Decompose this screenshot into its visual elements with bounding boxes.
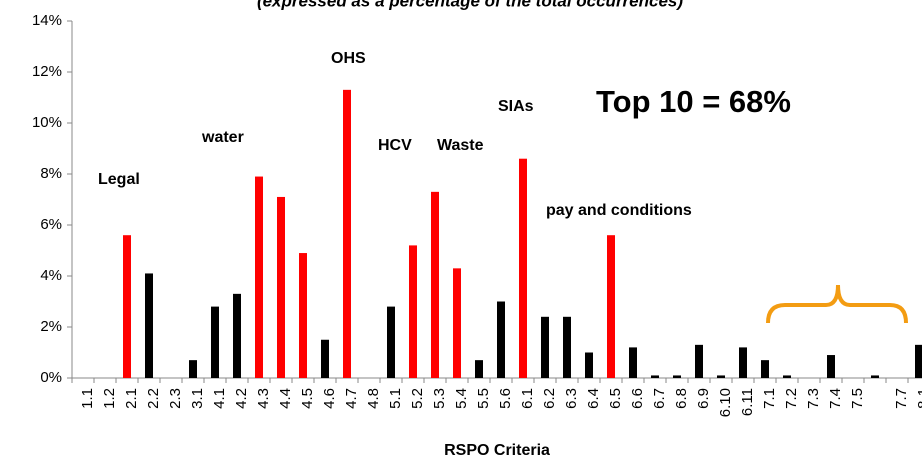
x-axis-label: RSPO Criteria <box>444 442 550 459</box>
x-tick-label: 7.4 <box>827 388 844 409</box>
bar <box>255 176 263 378</box>
bar <box>409 245 417 378</box>
bar <box>453 268 461 378</box>
bar <box>563 316 571 378</box>
x-tick-label: 4.2 <box>233 388 250 409</box>
annotation: OHS <box>331 50 366 67</box>
bar <box>189 360 197 378</box>
y-tick-label: 0% <box>40 369 62 386</box>
x-tick-label: 7.7 <box>893 388 910 409</box>
x-tick-label: 4.4 <box>277 388 294 409</box>
x-tick-label: 6.1 <box>519 388 536 409</box>
bar <box>651 375 659 378</box>
x-tick-label: 1.1 <box>79 388 96 409</box>
x-tick-label: 2.3 <box>167 388 184 409</box>
bar <box>277 196 285 378</box>
y-tick-label: 2% <box>40 318 62 335</box>
annotation: SIAs <box>498 98 534 115</box>
x-tick-label: 1.2 <box>101 388 118 409</box>
x-tick-label: 6.5 <box>607 388 624 409</box>
bar <box>211 306 219 378</box>
bar <box>145 273 153 378</box>
x-tick-label: 6.11 <box>739 388 756 416</box>
bar <box>761 360 769 378</box>
x-tick-label: 2.1 <box>123 388 140 409</box>
x-tick-label: 4.7 <box>343 388 360 409</box>
x-tick-label: 5.5 <box>475 388 492 409</box>
x-tick-label: 3.1 <box>189 388 206 409</box>
x-tick-label: 6.9 <box>695 388 712 409</box>
bar <box>783 375 791 378</box>
bar <box>519 158 527 378</box>
bar <box>695 344 703 378</box>
bar <box>915 344 922 378</box>
x-tick-label: 4.6 <box>321 388 338 409</box>
x-tick-label: 7.3 <box>805 388 822 409</box>
x-tick-label: 4.1 <box>211 388 228 409</box>
x-tick-label: 7.1 <box>761 388 778 409</box>
x-tick-label: 7.5 <box>849 388 866 409</box>
x-tick-label: 5.2 <box>409 388 426 409</box>
x-tick-label: 4.8 <box>365 388 382 409</box>
bar <box>299 253 307 378</box>
x-tick-label: 6.4 <box>585 388 602 409</box>
bar <box>739 347 747 378</box>
x-tick-label: 6.6 <box>629 388 646 409</box>
x-tick-label: 6.7 <box>651 388 668 409</box>
bar <box>827 355 835 378</box>
bar <box>673 375 681 378</box>
x-tick-label: 6.8 <box>673 388 690 409</box>
annotation: water <box>201 129 244 146</box>
y-tick-label: 14% <box>32 12 62 29</box>
x-tick-label: 6.3 <box>563 388 580 409</box>
chart-subtitle: (expressed as a percentage of the total … <box>257 0 683 10</box>
x-tick-label: 2.2 <box>145 388 162 409</box>
bar <box>123 235 131 378</box>
annotation: pay and conditions <box>546 202 692 219</box>
bar <box>629 347 637 378</box>
x-tick-label: 4.5 <box>299 388 316 409</box>
y-tick-label: 4% <box>40 267 62 284</box>
bar <box>871 375 879 378</box>
annotation: Waste <box>437 137 484 154</box>
annotation: HCV <box>378 137 412 154</box>
x-tick-label: 5.6 <box>497 388 514 409</box>
bar <box>717 375 725 378</box>
bar <box>233 293 241 378</box>
x-tick-label: 4.3 <box>255 388 272 409</box>
bar <box>387 306 395 378</box>
annotation: Legal <box>98 171 140 188</box>
bar <box>497 301 505 378</box>
bar <box>607 235 615 378</box>
bar <box>431 191 439 378</box>
bar <box>343 89 351 378</box>
x-tick-label: 8.1 <box>915 388 922 409</box>
x-tick-label: 7.2 <box>783 388 800 409</box>
y-tick-label: 8% <box>40 165 62 182</box>
bar <box>585 352 593 378</box>
x-tick-label: 5.1 <box>387 388 404 409</box>
x-tick-label: 6.10 <box>717 388 734 417</box>
bar <box>475 360 483 378</box>
x-tick-label: 5.3 <box>431 388 448 409</box>
y-tick-label: 6% <box>40 216 62 233</box>
x-tick-label: 5.4 <box>453 388 470 409</box>
y-tick-label: 10% <box>32 114 62 131</box>
annotation: Top 10 = 68% <box>596 84 791 119</box>
y-tick-label: 12% <box>32 63 62 80</box>
bar <box>321 339 329 378</box>
bar <box>541 316 549 378</box>
x-tick-label: 6.2 <box>541 388 558 409</box>
brace <box>766 284 908 324</box>
